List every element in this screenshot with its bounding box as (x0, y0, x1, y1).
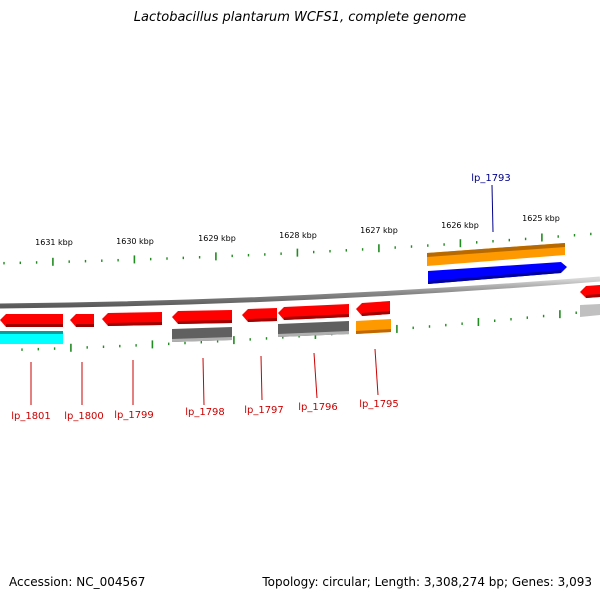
leader-lp-1795 (374, 348, 379, 396)
gene-lp-1795[interactable] (356, 301, 390, 316)
gene-label-lp-1799[interactable]: lp_1799 (114, 410, 154, 421)
feature-gray-lp-1798[interactable] (172, 327, 232, 342)
scale-label-1629: 1629 kbp (198, 234, 236, 243)
feature-gray-lp-1796[interactable] (278, 321, 349, 337)
feature-lightgray-right[interactable] (580, 304, 600, 317)
scale-label-1630: 1630 kbp (116, 237, 154, 246)
scale-label-1628: 1628 kbp (279, 231, 317, 240)
gene-lp-1799[interactable] (102, 312, 162, 326)
leader-lp-1796 (313, 352, 318, 399)
leader-lp-1798 (202, 357, 205, 406)
gene-label-lp-1798[interactable]: lp_1798 (185, 407, 225, 418)
gene-lp-1797[interactable] (242, 308, 277, 322)
gene-lp-1796[interactable] (278, 304, 349, 320)
feature-orange-lp-1795[interactable] (356, 319, 391, 334)
accession-text: Accession: NC_004567 (9, 575, 146, 589)
gene-label-lp-1795[interactable]: lp_1795 (359, 399, 399, 410)
gene-label-lp-1797[interactable]: lp_1797 (244, 405, 284, 416)
page-title: Lactobacillus plantarum WCFS1, complete … (133, 10, 467, 25)
gene-right-edge[interactable] (580, 285, 600, 298)
leader-lp-1793 (491, 184, 494, 233)
feature-cyan[interactable] (0, 331, 63, 344)
scale-label-1625: 1625 kbp (522, 214, 560, 223)
gene-label-lp-1793[interactable]: lp_1793 (471, 173, 511, 184)
scale-label-1627: 1627 kbp (360, 226, 398, 235)
gene-label-lp-1800[interactable]: lp_1800 (64, 411, 104, 422)
gene-label-lp-1796[interactable]: lp_1796 (298, 402, 338, 413)
genome-backbone (0, 276, 600, 309)
scale-label-1626: 1626 kbp (441, 221, 479, 230)
upper-scale-ticks (3, 232, 592, 266)
gene-label-lp-1801[interactable]: lp_1801 (11, 411, 51, 422)
gene-lp-1798[interactable] (172, 310, 232, 324)
gene-lp-1793-orange[interactable] (427, 243, 565, 266)
gene-lp-1793-blue[interactable] (428, 262, 567, 284)
scale-label-1631: 1631 kbp (35, 238, 73, 247)
gene-lp-1801[interactable] (0, 314, 63, 327)
gene-lp-1800[interactable] (70, 314, 94, 327)
genome-summary-text: Topology: circular; Length: 3,308,274 bp… (262, 575, 592, 589)
leader-lp-1797 (260, 355, 263, 401)
